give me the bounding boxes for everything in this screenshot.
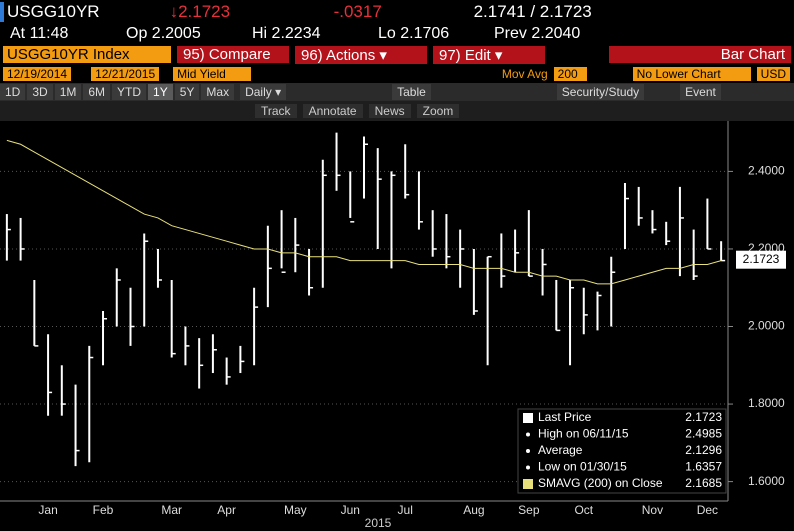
x-tick-label: Jun <box>341 503 360 517</box>
x-tick-label: Nov <box>642 503 663 517</box>
period-button[interactable]: Max <box>201 84 235 100</box>
legend-value: 2.1296 <box>685 443 722 457</box>
legend-icon <box>526 432 530 437</box>
edit[interactable]: 97) Edit ▾ <box>433 45 545 64</box>
low: Lo 2.1706 <box>378 24 450 42</box>
legend-icon <box>523 479 533 489</box>
time: At 11:48 <box>10 24 69 42</box>
x-tick-label: May <box>284 503 307 517</box>
x-tick-label: Mar <box>161 503 182 517</box>
price-tag-label: 2.1723 <box>743 252 780 266</box>
period-button[interactable]: 5Y <box>174 84 200 100</box>
frequency[interactable]: Daily ▾ <box>240 84 287 100</box>
y-tick-label: 1.8000 <box>748 396 785 410</box>
stats-row: At 11:48 Op 2.2005 Hi 2.2234 Lo 2.1706 P… <box>0 23 794 44</box>
x-tick-label: Jul <box>398 503 413 517</box>
legend-value: 1.6357 <box>685 460 722 474</box>
settings-row: 12/19/2014 12/21/2015 Mid Yield Mov Avg … <box>0 65 794 83</box>
start-date[interactable]: 12/19/2014 <box>3 67 72 81</box>
tools-row: Track Annotate News Zoom <box>0 101 794 121</box>
prev: Prev 2.2040 <box>494 24 581 42</box>
moving-average <box>6 139 722 285</box>
period-button[interactable]: YTD <box>112 84 147 100</box>
tool-button[interactable]: News <box>368 104 411 118</box>
tool-button[interactable]: Track <box>255 104 297 118</box>
legend-value: 2.1723 <box>685 410 722 424</box>
x-tick-label: Oct <box>574 503 593 517</box>
legend-icon <box>523 413 533 423</box>
legend-label: High on 06/11/15 <box>538 427 629 441</box>
period-button[interactable]: 1M <box>54 84 82 100</box>
period-button[interactable]: 1D <box>0 84 26 100</box>
change: -.0317 <box>333 1 382 21</box>
x-tick-label: Dec <box>697 503 718 517</box>
period-row: 1D 3D 1M 6M YTD 1Y 5Y Max Daily ▾ Table Security/S… <box>0 83 794 101</box>
legend-label: Last Price <box>538 410 592 424</box>
legend-icon <box>526 449 530 453</box>
y-tick-label: 1.6000 <box>748 474 785 488</box>
x-tick-label: Apr <box>217 503 236 517</box>
compare[interactable]: 95) Compare <box>177 46 289 63</box>
price-tag <box>736 250 786 269</box>
tool-button[interactable]: Annotate <box>302 104 363 118</box>
legend-value: 2.1685 <box>685 476 722 490</box>
tool-button[interactable]: Zoom <box>416 104 460 118</box>
legend-value: 2.4985 <box>685 427 722 441</box>
x-tick-label: Feb <box>93 503 114 517</box>
table[interactable]: Table <box>392 84 431 100</box>
study: Mov Avg <box>501 67 548 81</box>
bid-ask: 2.1741 / 2.1723 <box>473 1 592 21</box>
period[interactable]: 200 <box>553 67 587 81</box>
x-tick-label: Aug <box>463 503 484 517</box>
period-button[interactable]: 1Y <box>148 84 173 100</box>
security-study[interactable]: Security/Study <box>556 84 645 100</box>
x-tick-label: Sep <box>518 503 540 517</box>
event[interactable]: Event <box>680 84 721 100</box>
legend-box <box>517 408 727 494</box>
legend-label: SMAVG (200) on Close <box>538 476 663 490</box>
x-tick-label: Jan <box>38 503 57 517</box>
high: Hi 2.2234 <box>252 24 321 42</box>
legend-icon <box>526 465 530 470</box>
currency[interactable]: USD <box>756 67 790 81</box>
open: Op 2.2005 <box>126 24 201 42</box>
y-tick-label: 2.0000 <box>748 319 785 333</box>
toolbar: USGG10YR Index 95) Compare 96) Actions ▾… <box>0 44 794 65</box>
ticker: USGG10YR <box>0 1 100 22</box>
security[interactable]: USGG10YR Index <box>3 46 171 63</box>
chart-type[interactable]: Bar Chart <box>609 46 791 63</box>
end-date[interactable]: 12/21/2015 <box>91 67 160 81</box>
legend-label: Low on 01/30/15 <box>538 460 627 474</box>
x-title: 2015 <box>365 516 392 530</box>
lower-chart[interactable]: No Lower Chart <box>632 67 751 81</box>
last: ↓2.1723 <box>169 1 231 21</box>
legend-label: Average <box>538 443 583 457</box>
quote-row: USGG10YR ↓2.1723 -.0317 2.1741 / 2.1723 <box>0 0 794 23</box>
period-button[interactable]: 3D <box>27 84 53 100</box>
period-button[interactable]: 6M <box>83 84 111 100</box>
field[interactable]: Mid Yield <box>173 67 252 81</box>
y-tick-label: 2.4000 <box>748 164 785 178</box>
actions[interactable]: 96) Actions ▾ <box>295 45 427 64</box>
